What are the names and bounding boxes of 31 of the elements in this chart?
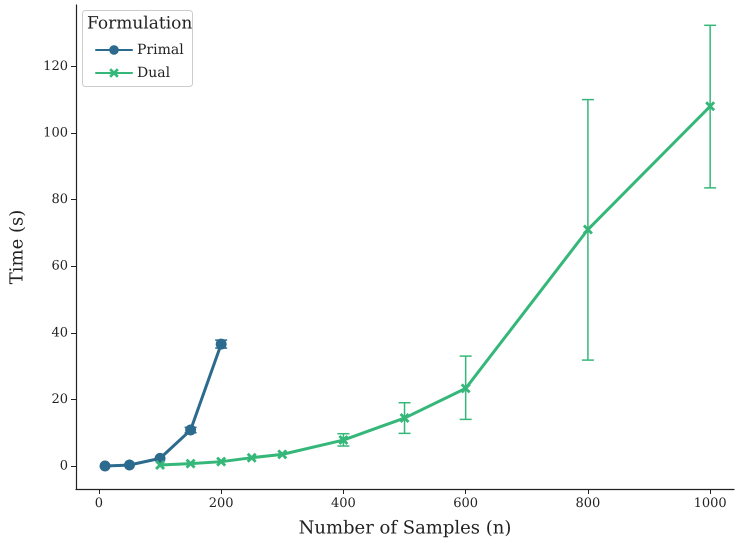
y-tick-label: 0: [60, 458, 68, 474]
point: [277, 449, 288, 460]
y-tick-label: 80: [51, 192, 68, 208]
y-axis-title: Time (s): [6, 210, 28, 284]
x-tick-label: 400: [331, 496, 356, 511]
point: [705, 101, 716, 112]
point: [185, 424, 196, 436]
point: [460, 383, 471, 394]
legend-title: Formulation: [87, 14, 192, 34]
x-tick-label: 1000: [694, 496, 727, 511]
point: [216, 456, 226, 467]
x-axis-title: Number of Samples (n): [298, 518, 512, 538]
legend-label: Primal: [137, 42, 184, 58]
point: [155, 460, 166, 470]
point: [338, 435, 348, 446]
x-tick-label: 200: [208, 496, 234, 511]
point: [400, 413, 410, 424]
x-tick-label: 600: [453, 496, 478, 511]
point: [124, 460, 135, 471]
point: [100, 460, 111, 472]
y-tick-label: 20: [51, 392, 68, 407]
y-tick-label: 60: [51, 258, 68, 274]
point: [186, 458, 196, 469]
point: [582, 224, 593, 235]
y-tick-label: 100: [43, 125, 68, 140]
y-tick-label: 40: [51, 325, 68, 340]
point: [246, 452, 257, 463]
legend-label: Dual: [137, 65, 171, 81]
x-tick-label: 0: [94, 496, 104, 511]
y-tick-label: 120: [43, 58, 68, 74]
x-tick-label: 800: [576, 496, 600, 511]
